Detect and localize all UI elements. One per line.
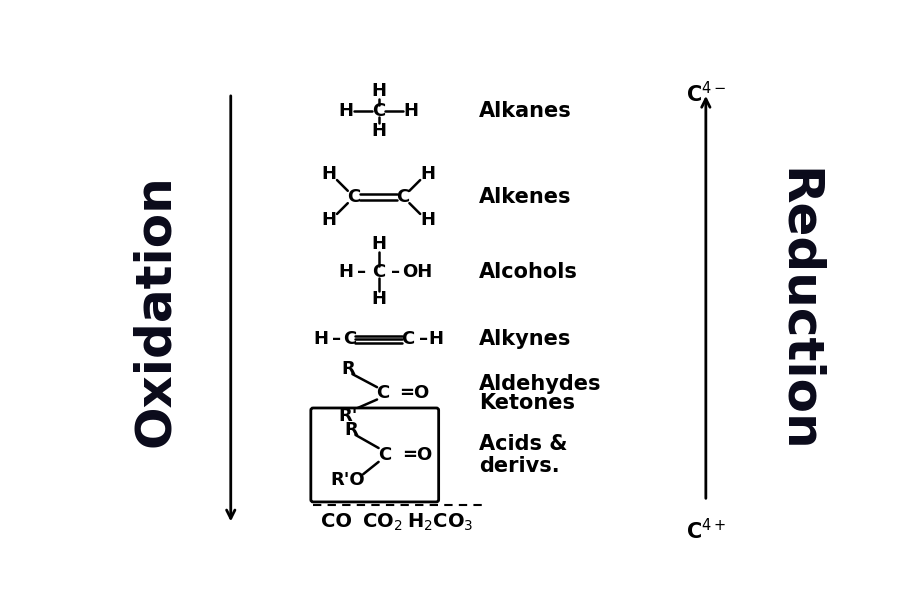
Text: –: –	[357, 263, 366, 280]
Text: Acids &: Acids &	[479, 434, 567, 454]
Text: H: H	[339, 263, 354, 280]
Text: Reduction: Reduction	[774, 168, 823, 453]
Text: C: C	[401, 330, 414, 349]
Text: Alkynes: Alkynes	[479, 330, 571, 349]
Text: C: C	[343, 330, 356, 349]
Text: H: H	[371, 82, 386, 100]
Text: C: C	[347, 188, 361, 206]
Text: Alkenes: Alkenes	[479, 187, 572, 207]
Text: R: R	[344, 421, 358, 438]
Text: C$^{4+}$: C$^{4+}$	[686, 518, 726, 543]
Text: –: –	[332, 330, 341, 349]
Text: Ketones: Ketones	[479, 392, 574, 413]
Text: =O: =O	[399, 384, 430, 402]
Text: H: H	[322, 165, 337, 183]
Text: H$_2$CO$_3$: H$_2$CO$_3$	[407, 511, 474, 533]
Text: R: R	[341, 360, 354, 378]
Text: C$^{4-}$: C$^{4-}$	[686, 82, 726, 106]
FancyBboxPatch shape	[311, 408, 439, 502]
Text: OH: OH	[402, 263, 432, 280]
Text: H: H	[322, 211, 337, 229]
Text: Aldehydes: Aldehydes	[479, 374, 601, 394]
Text: H: H	[403, 101, 419, 120]
Text: C: C	[372, 101, 386, 120]
Text: R'O: R'O	[331, 471, 365, 490]
Text: H: H	[420, 165, 435, 183]
Text: –: –	[419, 330, 428, 349]
Text: R': R'	[338, 408, 357, 426]
Text: Alcohols: Alcohols	[479, 262, 578, 282]
Text: C: C	[378, 446, 391, 464]
Text: Alkanes: Alkanes	[479, 101, 572, 121]
Text: CO$_2$: CO$_2$	[362, 511, 403, 533]
Text: =O: =O	[402, 446, 432, 464]
Text: H: H	[429, 330, 444, 349]
Text: CO: CO	[321, 512, 352, 531]
Text: H: H	[371, 235, 386, 253]
Text: –: –	[391, 263, 400, 280]
Text: H: H	[371, 122, 386, 140]
Text: H: H	[313, 330, 328, 349]
Text: H: H	[420, 211, 435, 229]
Text: C: C	[397, 188, 409, 206]
Text: H: H	[371, 290, 386, 308]
Text: Oxidation: Oxidation	[131, 174, 180, 446]
Text: C: C	[372, 263, 386, 280]
Text: H: H	[339, 101, 354, 120]
Text: derivs.: derivs.	[479, 456, 560, 476]
Text: C: C	[376, 384, 389, 402]
